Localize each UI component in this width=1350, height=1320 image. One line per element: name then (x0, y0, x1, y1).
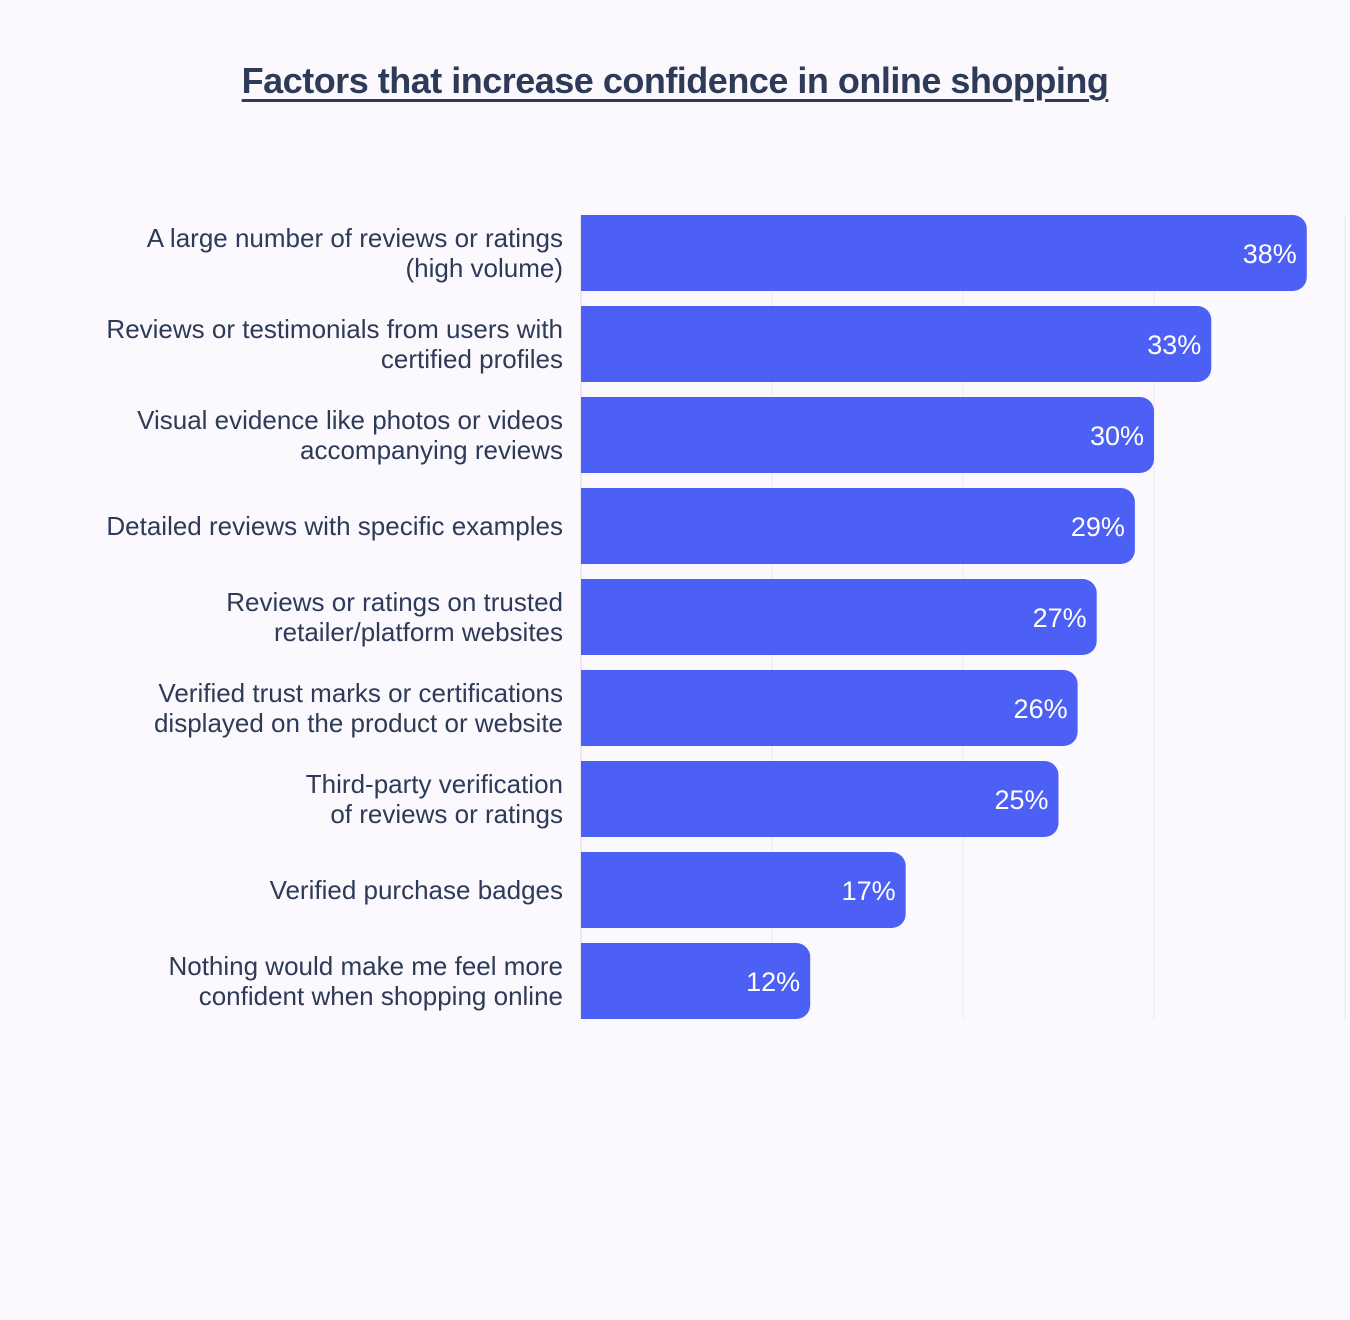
category-label: certified profiles (381, 344, 563, 374)
category-label: accompanying reviews (300, 435, 563, 465)
bar (581, 397, 1154, 473)
category-label: Detailed reviews with specific examples (106, 511, 563, 541)
bar-value-label: 27% (1033, 603, 1087, 633)
category-label: retailer/platform websites (274, 617, 563, 647)
category-label: A large number of reviews or ratings (147, 223, 563, 253)
category-labels: A large number of reviews or ratings(hig… (106, 223, 563, 1011)
bar (581, 943, 811, 1020)
bar-value-label: 17% (842, 876, 896, 906)
category-label: Reviews or ratings on trusted (226, 587, 563, 617)
chart-title: Factors that increase confidence in onli… (241, 60, 1109, 101)
bar (581, 306, 1212, 382)
bar-value-label: 29% (1071, 512, 1125, 542)
category-label: Verified purchase badges (270, 875, 563, 905)
category-label: confident when shopping online (199, 981, 563, 1011)
bar-value-label: 26% (1014, 694, 1068, 724)
bar (581, 761, 1059, 837)
category-label: (high volume) (405, 253, 563, 283)
bar-value-label: 30% (1090, 421, 1144, 451)
bar (581, 579, 1097, 655)
category-label: Nothing would make me feel more (168, 951, 563, 981)
category-label: displayed on the product or website (154, 708, 563, 738)
bars: 38% 33% 30% 29% 27% 26% 25% 17% 12% (581, 215, 1307, 1020)
bar-value-label: 25% (994, 785, 1048, 815)
bar (581, 215, 1307, 291)
category-label: Visual evidence like photos or videos (137, 405, 563, 435)
category-label: Reviews or testimonials from users with (106, 314, 563, 344)
bar (581, 670, 1078, 746)
bar-value-label: 12% (746, 967, 800, 997)
category-label: Verified trust marks or certifications (158, 678, 563, 708)
bar (581, 852, 906, 928)
category-label: of reviews or ratings (330, 799, 563, 829)
bar-value-label: 38% (1243, 239, 1297, 269)
bar (581, 488, 1135, 564)
bar-value-label: 33% (1147, 330, 1201, 360)
category-label: Third-party verification (306, 769, 563, 799)
